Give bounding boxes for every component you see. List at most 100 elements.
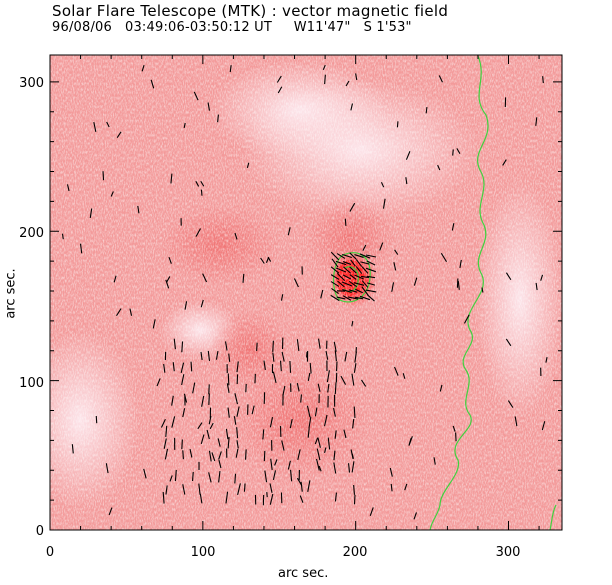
contour-line-spot xyxy=(333,252,371,303)
field-vector xyxy=(535,117,538,126)
field-vector xyxy=(545,357,548,363)
field-vector xyxy=(61,233,64,240)
field-vector xyxy=(307,428,310,438)
field-vector xyxy=(342,295,352,301)
plot-subtitle: 96/08/06 03:49:06-03:50:12 UT W11'47" S … xyxy=(52,20,412,35)
field-vector xyxy=(270,458,273,471)
field-vector xyxy=(333,341,337,352)
field-vector xyxy=(274,459,278,466)
field-vector xyxy=(262,429,265,440)
field-vector xyxy=(198,483,201,495)
field-vector xyxy=(362,244,367,251)
field-vector xyxy=(405,177,408,185)
field-vector xyxy=(351,320,354,327)
field-vector xyxy=(307,480,311,492)
field-vector xyxy=(327,437,331,450)
field-vector xyxy=(174,469,177,482)
field-vector xyxy=(352,419,355,429)
field-vector xyxy=(237,483,241,496)
field-vector xyxy=(360,275,370,279)
field-vector xyxy=(163,438,167,449)
field-vector xyxy=(389,467,393,477)
field-vector xyxy=(353,484,356,495)
field-vector xyxy=(361,379,367,387)
field-vector xyxy=(350,259,356,267)
field-vector xyxy=(244,449,247,460)
field-vector xyxy=(79,243,83,254)
y-tick-label: 200 xyxy=(19,226,44,241)
field-vector xyxy=(413,277,418,286)
field-vector xyxy=(227,437,230,449)
field-vector xyxy=(208,415,212,425)
field-vector xyxy=(365,289,377,293)
field-vector xyxy=(359,295,371,301)
field-vector xyxy=(269,417,274,428)
field-vector xyxy=(116,131,122,138)
field-vector xyxy=(505,338,512,347)
field-vector xyxy=(542,76,544,84)
field-vector xyxy=(365,267,377,273)
axis-ticks xyxy=(49,55,562,531)
field-vector xyxy=(235,448,239,458)
field-vector xyxy=(451,223,455,231)
field-vector xyxy=(211,452,216,462)
field-vector xyxy=(481,287,484,293)
field-vector xyxy=(354,274,364,280)
field-vector xyxy=(208,393,210,405)
field-vector xyxy=(354,351,357,363)
field-vector xyxy=(269,483,273,493)
field-vector xyxy=(336,253,346,259)
field-vector xyxy=(287,227,291,236)
field-vector xyxy=(463,314,470,324)
field-vector xyxy=(200,351,203,361)
field-vector xyxy=(242,273,245,283)
field-vector xyxy=(209,422,214,430)
field-vector xyxy=(361,286,369,296)
field-vector xyxy=(348,289,358,293)
field-vector xyxy=(324,447,327,454)
field-vector xyxy=(165,279,170,289)
field-vector xyxy=(234,473,237,484)
field-vector xyxy=(89,208,93,219)
field-vector xyxy=(267,256,272,262)
field-vector xyxy=(181,374,185,386)
field-vector xyxy=(236,440,239,449)
field-vector xyxy=(349,202,356,212)
field-vector xyxy=(396,121,399,128)
field-vector xyxy=(195,228,201,237)
field-vector xyxy=(183,393,188,403)
field-vector xyxy=(308,416,312,429)
field-vector xyxy=(183,122,186,129)
field-vector xyxy=(272,340,274,352)
field-vector xyxy=(335,260,347,266)
field-vector xyxy=(349,266,357,274)
field-vector xyxy=(182,484,186,495)
field-vector xyxy=(330,251,340,261)
field-vector xyxy=(324,414,328,427)
field-vector xyxy=(184,301,188,310)
field-vector xyxy=(297,449,301,461)
field-vector xyxy=(264,470,268,483)
field-vector xyxy=(227,407,230,418)
field-vector xyxy=(276,75,282,83)
y-tick-labels: 0 100 200 300 xyxy=(19,76,44,539)
field-vector xyxy=(137,205,140,214)
y-axis-label: arc sec. xyxy=(3,268,19,319)
field-vector xyxy=(366,282,376,286)
field-vector xyxy=(199,493,203,504)
field-vector xyxy=(281,351,285,362)
field-vector xyxy=(170,173,173,184)
field-vector xyxy=(348,463,351,473)
field-vector xyxy=(66,184,70,192)
contour-line-corner xyxy=(549,504,557,531)
field-vector xyxy=(354,288,364,294)
field-vector xyxy=(227,373,230,386)
plot-frame xyxy=(49,54,563,531)
field-vector xyxy=(341,281,353,287)
field-vector xyxy=(456,148,461,154)
field-vector xyxy=(334,350,337,362)
field-vector xyxy=(413,512,417,520)
plot-title: Solar Flare Telescope (MTK) : vector mag… xyxy=(52,2,449,20)
x-tick-label: 300 xyxy=(496,545,521,560)
